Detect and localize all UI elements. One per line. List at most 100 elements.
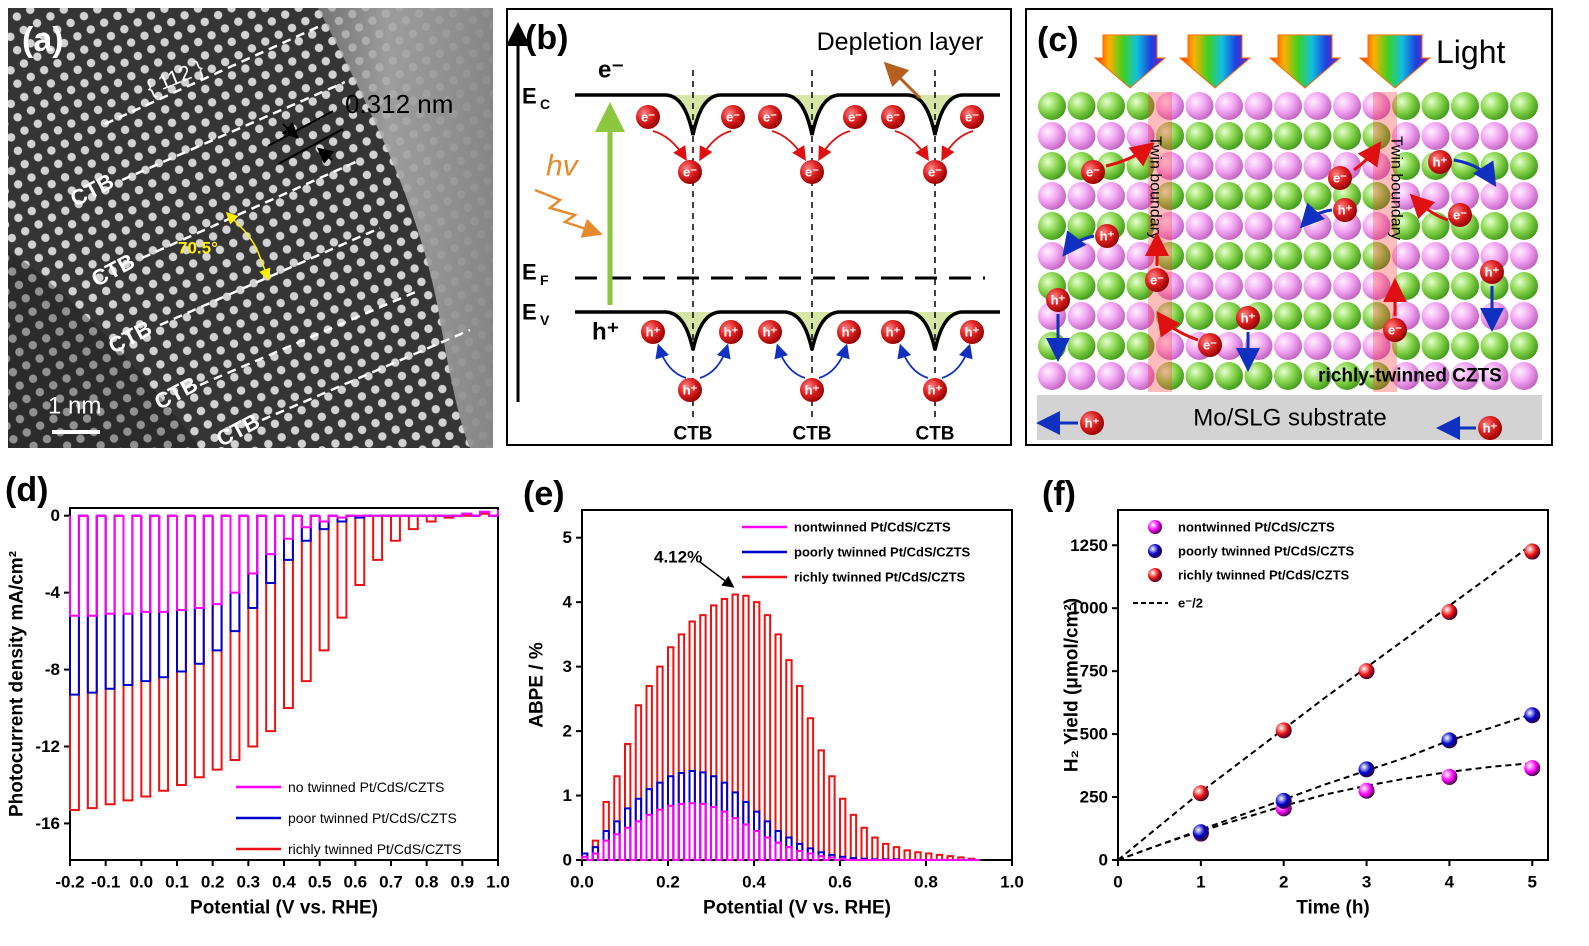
- electron: [1081, 160, 1105, 184]
- legend-label: richly twinned Pt/CdS/CZTS: [1178, 568, 1350, 583]
- atom: [1156, 92, 1184, 120]
- atom: [1185, 152, 1214, 180]
- atom: [1215, 92, 1243, 120]
- light-pulse: [645, 813, 658, 861]
- light-arrow: [1093, 34, 1167, 89]
- light-pulse: [211, 514, 231, 606]
- light-pulse: [796, 849, 808, 861]
- atom: [1421, 182, 1450, 210]
- electron-label: e⁻: [1388, 323, 1402, 338]
- hole-flow: [818, 343, 850, 379]
- light-pulse: [336, 514, 356, 619]
- atom: [1510, 92, 1538, 120]
- atom: [1303, 362, 1332, 390]
- atom: [1421, 122, 1450, 150]
- hole: [881, 320, 905, 344]
- atom: [1215, 242, 1243, 270]
- legend-symbol: [1148, 568, 1162, 582]
- electron: [843, 105, 867, 129]
- hole-label: h⁺: [1483, 421, 1498, 436]
- atom: [1480, 212, 1509, 240]
- atom: [1185, 242, 1214, 270]
- electron-label: e⁻: [1150, 273, 1164, 288]
- hole-label: h⁺: [646, 325, 661, 340]
- y-tick-label: 250: [1080, 788, 1108, 807]
- light-pulse: [318, 514, 338, 523]
- x-tick-label: 1: [1196, 873, 1205, 892]
- atom: [1451, 122, 1479, 150]
- atom: [1480, 92, 1509, 120]
- atom: [1303, 332, 1332, 360]
- x-tick-label: 0.2: [656, 873, 680, 892]
- hole: [1428, 150, 1452, 174]
- atom: [1362, 212, 1391, 240]
- atom: [1038, 212, 1066, 240]
- hole-flow: [655, 343, 687, 379]
- atom: [1274, 272, 1302, 300]
- x-tick-label: 0.8: [914, 873, 938, 892]
- light-pulse: [591, 852, 604, 861]
- depletion-shade: [897, 312, 973, 350]
- atom: [1097, 242, 1125, 270]
- angle-label: 70.5°: [178, 239, 218, 258]
- light-pulse: [624, 826, 636, 861]
- panel-label: (a): [22, 21, 64, 59]
- electron-label: e⁻: [965, 110, 979, 125]
- legend-symbol: [1148, 544, 1162, 558]
- light-pulse: [720, 810, 733, 861]
- legend-label: poorly twinned Pt/CdS/CZTS: [794, 545, 971, 560]
- electron-label: e⁻: [1333, 171, 1347, 186]
- atom: [1362, 92, 1391, 120]
- hole-label: h⁺: [683, 383, 698, 398]
- light-pulse: [806, 717, 819, 861]
- atom: [1185, 212, 1214, 240]
- atom: [1303, 212, 1332, 240]
- legend-label: no twinned Pt/CdS/CZTS: [288, 779, 444, 795]
- panel-label: (f): [1042, 475, 1076, 513]
- y-tick-label: 750: [1080, 662, 1108, 681]
- atom: [1215, 122, 1243, 150]
- light-pulse: [806, 852, 819, 861]
- light-pulse: [407, 514, 427, 531]
- light-pulse: [688, 802, 701, 861]
- photon-label: hv: [546, 150, 580, 183]
- atom: [1067, 182, 1096, 210]
- light-arrow: [1268, 34, 1342, 89]
- atom: [1362, 182, 1391, 210]
- electron-flow: [818, 130, 851, 162]
- hole: [678, 378, 702, 402]
- electron: [1383, 318, 1407, 342]
- light-pulse: [656, 808, 668, 861]
- legend-label: richly twinned Pt/CdS/CZTS: [288, 841, 462, 857]
- atom: [1244, 242, 1273, 270]
- atom: [1510, 272, 1538, 300]
- x-tick-label: 1.0: [1000, 873, 1024, 892]
- atom: [1126, 332, 1155, 360]
- atom: [1480, 302, 1509, 330]
- electron: [636, 105, 660, 129]
- atom: [1421, 92, 1450, 120]
- light-pulse: [247, 514, 267, 575]
- legend-label: richly twinned Pt/CdS/CZTS: [794, 570, 966, 585]
- hole-label: h⁺: [886, 325, 901, 340]
- atom: [1480, 362, 1509, 390]
- atom: [1510, 212, 1538, 240]
- atom: [1451, 302, 1479, 330]
- electron-flow: [894, 130, 929, 162]
- atom: [1126, 302, 1155, 330]
- y-tick-label: -8: [45, 660, 60, 679]
- atom: [1421, 332, 1450, 360]
- depletion-pointer: [883, 61, 922, 100]
- atom: [1333, 302, 1361, 330]
- atom: [1510, 182, 1538, 210]
- x-tick-label: 0.6: [344, 873, 368, 892]
- legend-label: nontwinned Pt/CdS/CZTS: [794, 520, 951, 535]
- hole: [641, 320, 665, 344]
- electron: [758, 105, 782, 129]
- y-tick-label: -4: [45, 583, 61, 602]
- y-axis-label: ABPE / %: [527, 642, 548, 728]
- depletion-shade: [774, 312, 850, 350]
- data-point: [1441, 768, 1458, 785]
- light-pulse: [602, 839, 615, 861]
- y-tick-label: 2: [563, 722, 572, 741]
